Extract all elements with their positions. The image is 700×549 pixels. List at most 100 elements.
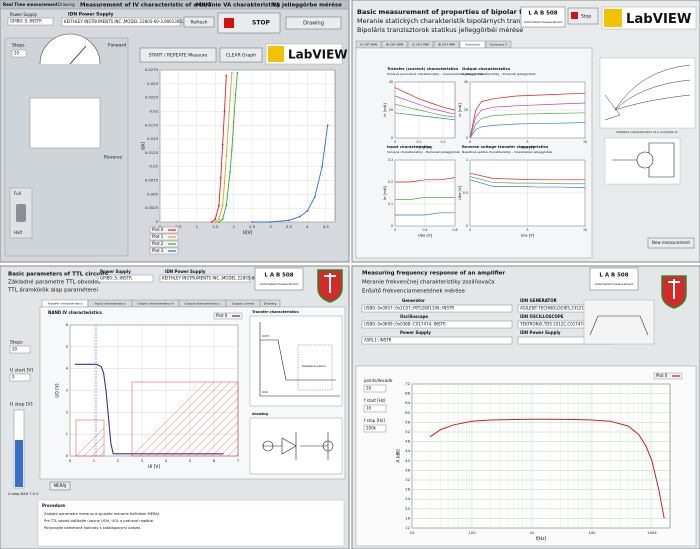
slider-fill[interactable] xyxy=(15,440,23,487)
text-field[interactable] xyxy=(363,404,387,413)
hatch xyxy=(91,443,105,457)
data-point xyxy=(218,218,220,221)
series-line xyxy=(469,102,586,139)
text-field[interactable] xyxy=(361,320,513,329)
stop-icon[interactable] xyxy=(224,18,234,28)
button[interactable] xyxy=(647,237,695,249)
tab-label[interactable]: IB CHT PNP xyxy=(438,43,455,47)
button-label[interactable]: STOP xyxy=(252,20,271,27)
data-point xyxy=(230,71,233,74)
button[interactable] xyxy=(139,47,217,63)
button[interactable] xyxy=(219,47,263,63)
lab-box xyxy=(254,267,304,291)
y-tick-label: 0.0275 xyxy=(145,67,159,72)
field-value[interactable]: AGILENT TECHNOLOGIES,33521A,MY52801106 xyxy=(520,306,615,311)
data-point xyxy=(214,218,217,221)
gauge-needle xyxy=(69,45,87,65)
text-field[interactable] xyxy=(9,373,31,382)
labview-logo xyxy=(265,43,343,65)
field-value[interactable]: ASRL1::INSTR xyxy=(364,338,392,343)
text-field[interactable] xyxy=(363,424,387,433)
field-value[interactable]: 0 xyxy=(12,375,15,380)
tab-label[interactable]: Summary 2 xyxy=(490,43,507,47)
data-point xyxy=(236,71,239,74)
y-tick-label: 1 xyxy=(466,158,468,162)
hatch xyxy=(179,397,239,457)
panel-subtitle: Meranie frekvenčnej charakteristiky zosi… xyxy=(362,279,494,286)
hatch xyxy=(171,389,239,457)
label: UOL xyxy=(262,390,269,394)
label: f start [Hz] xyxy=(364,398,386,403)
tab-label[interactable]: Supply current xyxy=(232,302,255,306)
y-tick-label: 0 xyxy=(391,136,393,140)
y-tick-label: 44 xyxy=(405,448,410,453)
field-value[interactable]: GPIB0::5::INSTR xyxy=(100,276,132,281)
y-axis-label: UO [V] xyxy=(55,383,61,398)
tab-label[interactable]: Output characteristics H xyxy=(137,302,174,306)
text-field[interactable] xyxy=(97,274,154,283)
x-tick-label: 6 xyxy=(213,458,216,463)
switch[interactable] xyxy=(16,204,26,222)
field-value[interactable]: 20 xyxy=(12,347,18,352)
label: L A B 508 xyxy=(264,273,293,279)
button-label[interactable]: CLEAR Graph xyxy=(226,53,256,59)
y-tick-label: 0.2 xyxy=(388,180,393,184)
scope-figure xyxy=(583,299,655,345)
field-value[interactable]: USB0::0x0699::0x0368::C017474::INSTR xyxy=(364,322,446,327)
button-label[interactable]: Stop xyxy=(581,14,591,20)
tab-label[interactable]: Summary xyxy=(465,43,480,47)
tab[interactable]: Drawing xyxy=(58,2,75,7)
mini-graph xyxy=(29,97,101,149)
tab-label[interactable]: Output characteristics L xyxy=(185,302,221,306)
label: Forward xyxy=(108,43,126,49)
stop-icon[interactable] xyxy=(571,12,578,19)
y-tick-label: 32 xyxy=(405,477,410,482)
panel-title: Meranie VA charakteristiky xyxy=(196,3,280,9)
button-label[interactable]: Drawing xyxy=(303,21,324,27)
text-field[interactable] xyxy=(363,384,387,393)
y-tick-label: 0.0175 xyxy=(145,122,159,127)
data-point xyxy=(225,154,228,157)
hatch xyxy=(75,427,105,457)
field-value[interactable]: 10 xyxy=(366,406,372,411)
text-field[interactable] xyxy=(361,304,513,313)
tab-label[interactable]: Input characteristics xyxy=(95,302,126,306)
field-value[interactable]: 200k xyxy=(366,426,377,431)
text-field[interactable] xyxy=(159,274,251,283)
field-value[interactable]: KEITHLEY INSTRUMENTS INC.,MODEL 2280S-60… xyxy=(162,276,261,281)
tab-label[interactable]: Drawing xyxy=(264,302,277,306)
field-value[interactable]: GPIB0::5::INSTR xyxy=(10,19,42,24)
button[interactable] xyxy=(285,16,342,30)
text-field[interactable] xyxy=(61,17,181,27)
field-value[interactable]: USB0::0x0957::0x2C07::MY52801106::INSTR xyxy=(364,306,454,311)
button-label[interactable]: Refresh xyxy=(191,20,208,26)
x-tick-label: 10 xyxy=(583,140,587,144)
x-axis-label: Uce [V] xyxy=(521,145,535,149)
x-tick-label: 0.1 xyxy=(416,140,421,144)
tab-label[interactable]: IC CHT PNP xyxy=(412,43,429,47)
tab-label[interactable]: IC CHT NPN xyxy=(360,43,377,47)
field-value[interactable]: 20 xyxy=(14,51,20,56)
field-value[interactable]: KEITHLEY INSTRUMENTS INC.,MODEL 2280S-60… xyxy=(64,19,193,24)
tab-label[interactable]: Transfer characteristics xyxy=(46,302,82,306)
field-value[interactable]: 20 xyxy=(366,386,372,391)
button[interactable] xyxy=(183,16,215,28)
button-label[interactable]: START / REPEATE Measure xyxy=(149,53,208,59)
button[interactable] xyxy=(49,481,71,491)
y-tick-label: 2 xyxy=(66,409,69,414)
text-field[interactable] xyxy=(9,345,31,354)
chart-subtitle: Napäťové spätné charakteristiky – Vissza… xyxy=(462,150,553,154)
label: U stop MAX 7.0 V xyxy=(8,492,39,496)
text-field[interactable] xyxy=(11,49,27,58)
text-field[interactable] xyxy=(7,17,54,26)
text-field[interactable] xyxy=(361,336,513,345)
y-axis-label: Ic [mA] xyxy=(458,103,462,117)
button-label[interactable]: MERAJ xyxy=(54,483,67,488)
x-tick-label: 1 xyxy=(93,458,96,463)
button-label[interactable]: New measurement xyxy=(652,240,690,245)
tab-label[interactable]: IB CHT NPN xyxy=(386,43,403,47)
tab[interactable]: Real Time measurement xyxy=(3,2,58,7)
x-tick-label: 5 xyxy=(189,458,192,463)
legend-entry xyxy=(149,247,179,255)
field-value[interactable]: TEKTRONIX,TDS 2012C,C017474 xyxy=(519,322,586,327)
